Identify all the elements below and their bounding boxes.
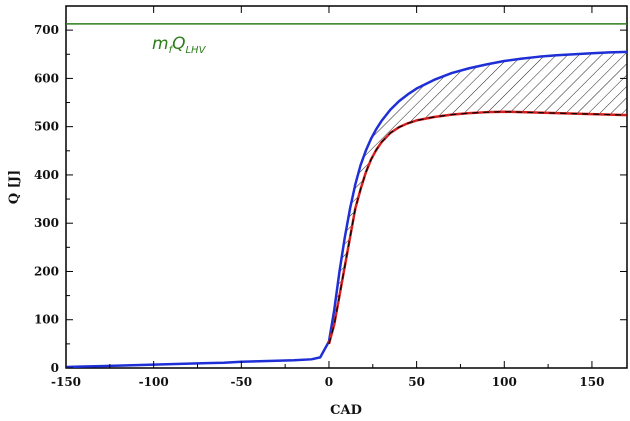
y-tick-label: 600	[34, 71, 59, 85]
x-tick-label: 50	[408, 375, 425, 389]
x-tick-label: -150	[51, 375, 81, 389]
series-line-blue	[66, 50, 627, 368]
y-tick-label: 300	[34, 216, 59, 230]
y-tick-label: 200	[34, 264, 59, 278]
x-tick-label: -100	[139, 375, 169, 389]
series-line-red-dashed-overlay	[328, 111, 627, 345]
x-tick-label: 150	[579, 375, 604, 389]
x-tick-label: -50	[230, 375, 252, 389]
x-axis-title: CAD	[330, 403, 362, 418]
plot-area	[65, 5, 628, 369]
y-tick-label: 0	[51, 361, 59, 375]
x-tick-label: 100	[492, 375, 517, 389]
y-tick-label: 400	[34, 168, 59, 182]
y-tick-label: 500	[34, 120, 59, 134]
x-tick-label: 0	[325, 375, 333, 389]
y-axis-title: Q [J]	[7, 170, 22, 204]
hatched-region	[328, 51, 627, 344]
plot-frame	[65, 5, 628, 369]
reference-line-label: mfQLHV	[152, 34, 207, 56]
y-tick-label: 100	[34, 313, 59, 327]
y-tick-label: 700	[34, 23, 59, 37]
